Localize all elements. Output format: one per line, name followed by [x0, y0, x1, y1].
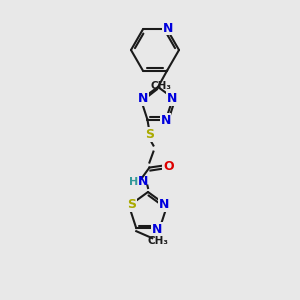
Text: S: S	[128, 198, 136, 211]
Text: N: N	[138, 92, 148, 105]
Text: H: H	[129, 177, 138, 187]
Text: CH₃: CH₃	[148, 236, 169, 246]
Text: S: S	[145, 128, 154, 141]
Text: N: N	[163, 22, 173, 35]
Text: N: N	[138, 175, 148, 188]
Text: O: O	[163, 160, 174, 173]
Text: N: N	[152, 223, 162, 236]
Text: N: N	[160, 114, 171, 127]
Text: N: N	[159, 198, 169, 211]
Text: CH₃: CH₃	[150, 81, 171, 92]
Text: N: N	[167, 92, 177, 105]
